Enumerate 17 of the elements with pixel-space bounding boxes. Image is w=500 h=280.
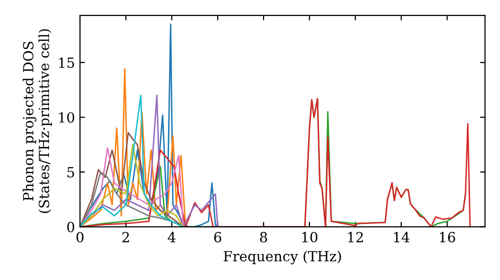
y-tick-label: 0 — [67, 222, 74, 232]
x-tick-label: 10 — [302, 232, 318, 242]
line-series — [80, 68, 186, 227]
x-tick-label: 12 — [348, 232, 363, 242]
y-tick-label: 5 — [67, 167, 74, 178]
y-axis-title: Phonon projected DOS (States/THz·primitive cell) — [22, 29, 52, 213]
line-series — [80, 94, 184, 227]
x-tick-label: 8 — [260, 232, 268, 242]
x-tick-label: 6 — [214, 232, 222, 242]
y-tick-label: 15 — [59, 57, 74, 68]
x-tick-label: 16 — [440, 232, 456, 242]
x-tick-label: 2 — [122, 232, 129, 242]
x-tick-label: 0 — [76, 232, 84, 242]
x-axis-title: Frequency (THz) — [224, 250, 341, 264]
x-tick-label: 14 — [394, 232, 410, 242]
y-tick-label: 10 — [59, 112, 74, 123]
x-tick-label: 4 — [168, 232, 176, 242]
